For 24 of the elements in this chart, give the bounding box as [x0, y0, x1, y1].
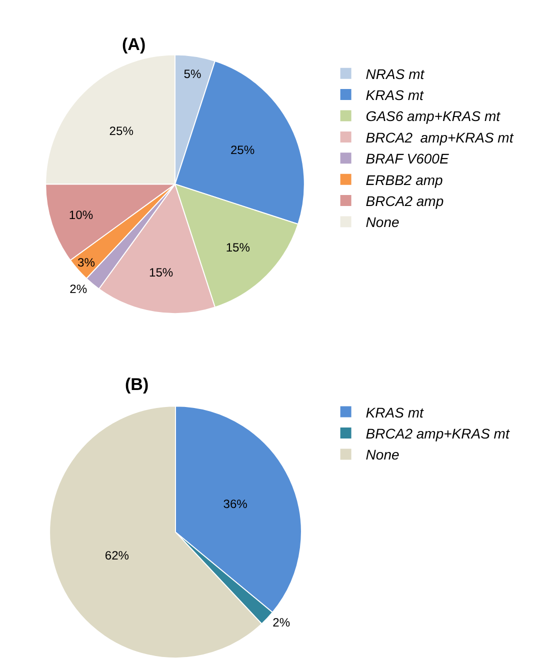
data-label: 62% — [104, 548, 130, 563]
legend-label: NRAS mt — [366, 66, 426, 82]
legend-label: BRCA2 amp+KRAS mt — [366, 425, 510, 442]
legend-label: KRAS mt — [366, 404, 424, 420]
legend-label: ERBB2 amp — [366, 172, 444, 188]
data-label: 15% — [148, 265, 174, 280]
data-label: 5% — [184, 66, 202, 81]
legend-label: None — [366, 214, 400, 230]
chart-title: (B) — [125, 375, 149, 394]
data-label: 15% — [226, 240, 250, 254]
data-label: 3% — [78, 256, 96, 270]
data-label: 10% — [68, 208, 94, 222]
legend-label: BRCA2 amp — [366, 193, 444, 209]
legend-label: BRCA2 amp+KRAS mt — [366, 129, 514, 146]
legend-label: GAS6 amp+KRAS mt — [366, 108, 502, 124]
data-label: 25% — [109, 124, 134, 138]
legend-label: None — [366, 446, 400, 463]
data-label: 2% — [70, 282, 88, 296]
legend-label: KRAS mt — [366, 87, 424, 103]
chart-title: (A) — [122, 35, 146, 54]
data-label: 2% — [272, 615, 290, 630]
data-label: 36% — [223, 497, 248, 512]
legend-label: BRAF V600E — [366, 150, 450, 167]
data-label: 25% — [230, 143, 255, 158]
